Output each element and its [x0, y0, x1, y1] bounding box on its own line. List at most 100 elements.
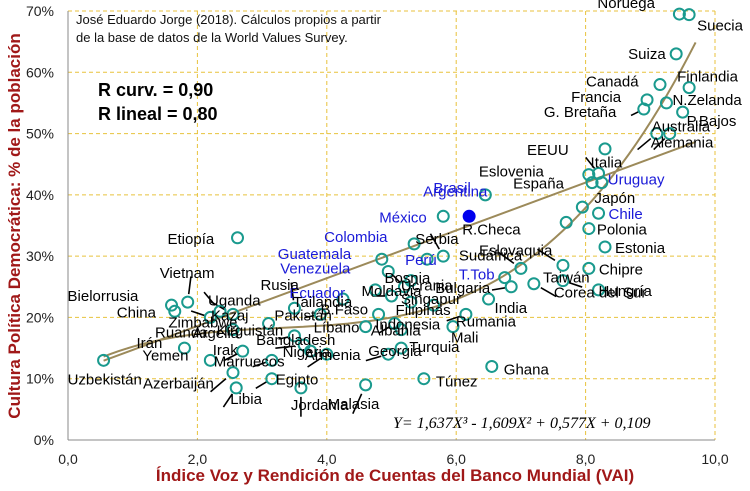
point-yemen — [203, 353, 217, 367]
point-suiza — [669, 47, 683, 61]
point-tailandia — [336, 292, 350, 306]
y-tick-label: 70% — [26, 3, 54, 19]
label-ucrania: Ucrania — [401, 278, 453, 295]
label-uruguay: Uruguay — [608, 172, 665, 189]
label-china: China — [117, 304, 157, 321]
label-g-bretana: G. Bretaña — [544, 104, 617, 121]
point-venezuela — [381, 264, 395, 278]
arrow-zimbabwe — [190, 310, 205, 317]
y-tick-label: 40% — [26, 187, 54, 203]
label-bangladesh: Bangladesh — [256, 332, 335, 349]
point-kirguistan — [262, 317, 276, 331]
label-guatemala: Guatemala — [278, 246, 352, 263]
point-mali — [446, 320, 460, 334]
point-alemania — [650, 127, 664, 141]
label-uzbekistan: Uzbekistán — [68, 371, 142, 388]
label-rumania: Rumania — [456, 313, 517, 330]
label-bulgaria: Bulgaria — [435, 280, 491, 297]
label-libia: Libia — [230, 391, 262, 408]
point-chipre — [582, 261, 596, 275]
label-kirguistan: Kirguistán — [217, 323, 284, 340]
label-taiwan: Taiwán — [543, 270, 590, 287]
arrow-argelia — [278, 336, 290, 340]
point-china — [168, 304, 182, 318]
arrow-bangladesh — [275, 345, 296, 350]
label-filipinas: Filipinas — [396, 302, 451, 319]
arrow-marruecos — [252, 361, 267, 368]
point-moldavia — [385, 289, 398, 303]
arrow-armenia — [307, 357, 322, 368]
label-corea-del-sur: Corea del Sur — [554, 285, 647, 302]
point-egipto — [265, 372, 279, 386]
point-t-tob — [498, 271, 512, 285]
point-uzbekistan — [97, 353, 111, 367]
point-libano — [359, 320, 373, 334]
label-canada: Canadá — [586, 74, 639, 91]
point-japon — [575, 200, 589, 214]
label-libano: Líbano — [314, 320, 360, 337]
arrow-alemania — [637, 137, 652, 151]
x-tick-label: 0,0 — [58, 451, 78, 467]
label-yemen: Yemen — [142, 347, 188, 364]
label-hungria: Hungría — [599, 283, 653, 300]
label-ecuador: Ecuador — [289, 285, 345, 302]
arrow-egipto — [255, 381, 268, 390]
point-indonesia — [394, 323, 408, 337]
label-nigeria: Nigeria — [283, 344, 331, 361]
y-tick-label: 60% — [26, 64, 54, 80]
point-kazaj — [226, 307, 240, 321]
y-tick-label: 50% — [26, 126, 54, 142]
point-georgia — [381, 347, 395, 361]
arrow-corea-del-sur — [540, 287, 557, 298]
point-guatemala — [375, 252, 389, 266]
point-jordania — [294, 381, 308, 395]
point-etiopia — [231, 231, 245, 245]
label-jordania: Jordania — [291, 397, 349, 414]
point-brasil — [478, 188, 492, 202]
point-espana — [585, 176, 599, 190]
point-labels: Noruega Suecia Suiza Canadá Finlandia Francia… — [68, 0, 744, 414]
label-ruanda: Ruanda — [155, 325, 208, 342]
label-suecia: Suecia — [697, 18, 744, 35]
source-note-line-2: de la base de datos de la World Values S… — [76, 30, 348, 45]
label-iran: Irán — [136, 335, 162, 352]
label-espana: España — [513, 176, 565, 193]
cubic-fit-curve — [103, 41, 697, 358]
point-rusia — [287, 301, 301, 315]
point-n-zelanda — [659, 96, 673, 110]
source-note-line-1: José Eduardo Jorge (2018). Cálculos prop… — [76, 12, 382, 27]
arrow-azerbaijan — [210, 377, 227, 393]
label-francia: Francia — [571, 89, 622, 106]
y-axis-title: Cultura Política Democrática: % de la po… — [5, 33, 24, 418]
point-rumania — [459, 307, 473, 321]
point-hungria — [592, 283, 606, 297]
point-suecia — [682, 8, 696, 22]
point-eslovaquia — [556, 258, 570, 272]
point-polonia — [582, 222, 596, 236]
label-singapur: Singapur — [401, 291, 461, 308]
label-mexico: México — [379, 209, 427, 226]
point-singapur — [404, 295, 418, 309]
arrow-vietnam — [187, 276, 192, 295]
label-r-checa: R.Checa — [462, 221, 521, 238]
point-ghana — [485, 359, 499, 373]
point-mexico — [436, 209, 450, 223]
label-pakistan: Pakistán — [274, 307, 332, 324]
label-noruega: Noruega — [597, 0, 655, 12]
label-n-zelanda: N.Zelanda — [672, 92, 742, 109]
label-suiza: Suiza — [628, 46, 666, 63]
point-ruanda — [226, 323, 240, 337]
point-g-bretana — [637, 102, 651, 116]
label-bielorrusia: Bielorrusia — [68, 288, 140, 305]
arrow-australia — [653, 138, 666, 151]
point-tunez — [417, 372, 431, 386]
label-argelia: Argelia — [192, 325, 239, 342]
arrow-georgia — [365, 355, 382, 362]
arrow-eslovaquia — [536, 248, 556, 262]
point-estonia — [598, 240, 612, 254]
arrow-pakistan — [304, 314, 316, 319]
point-serbia — [436, 249, 450, 263]
label-india: India — [495, 300, 528, 317]
label-egipto: Egipto — [276, 372, 319, 389]
label-mali: Mali — [451, 330, 479, 347]
